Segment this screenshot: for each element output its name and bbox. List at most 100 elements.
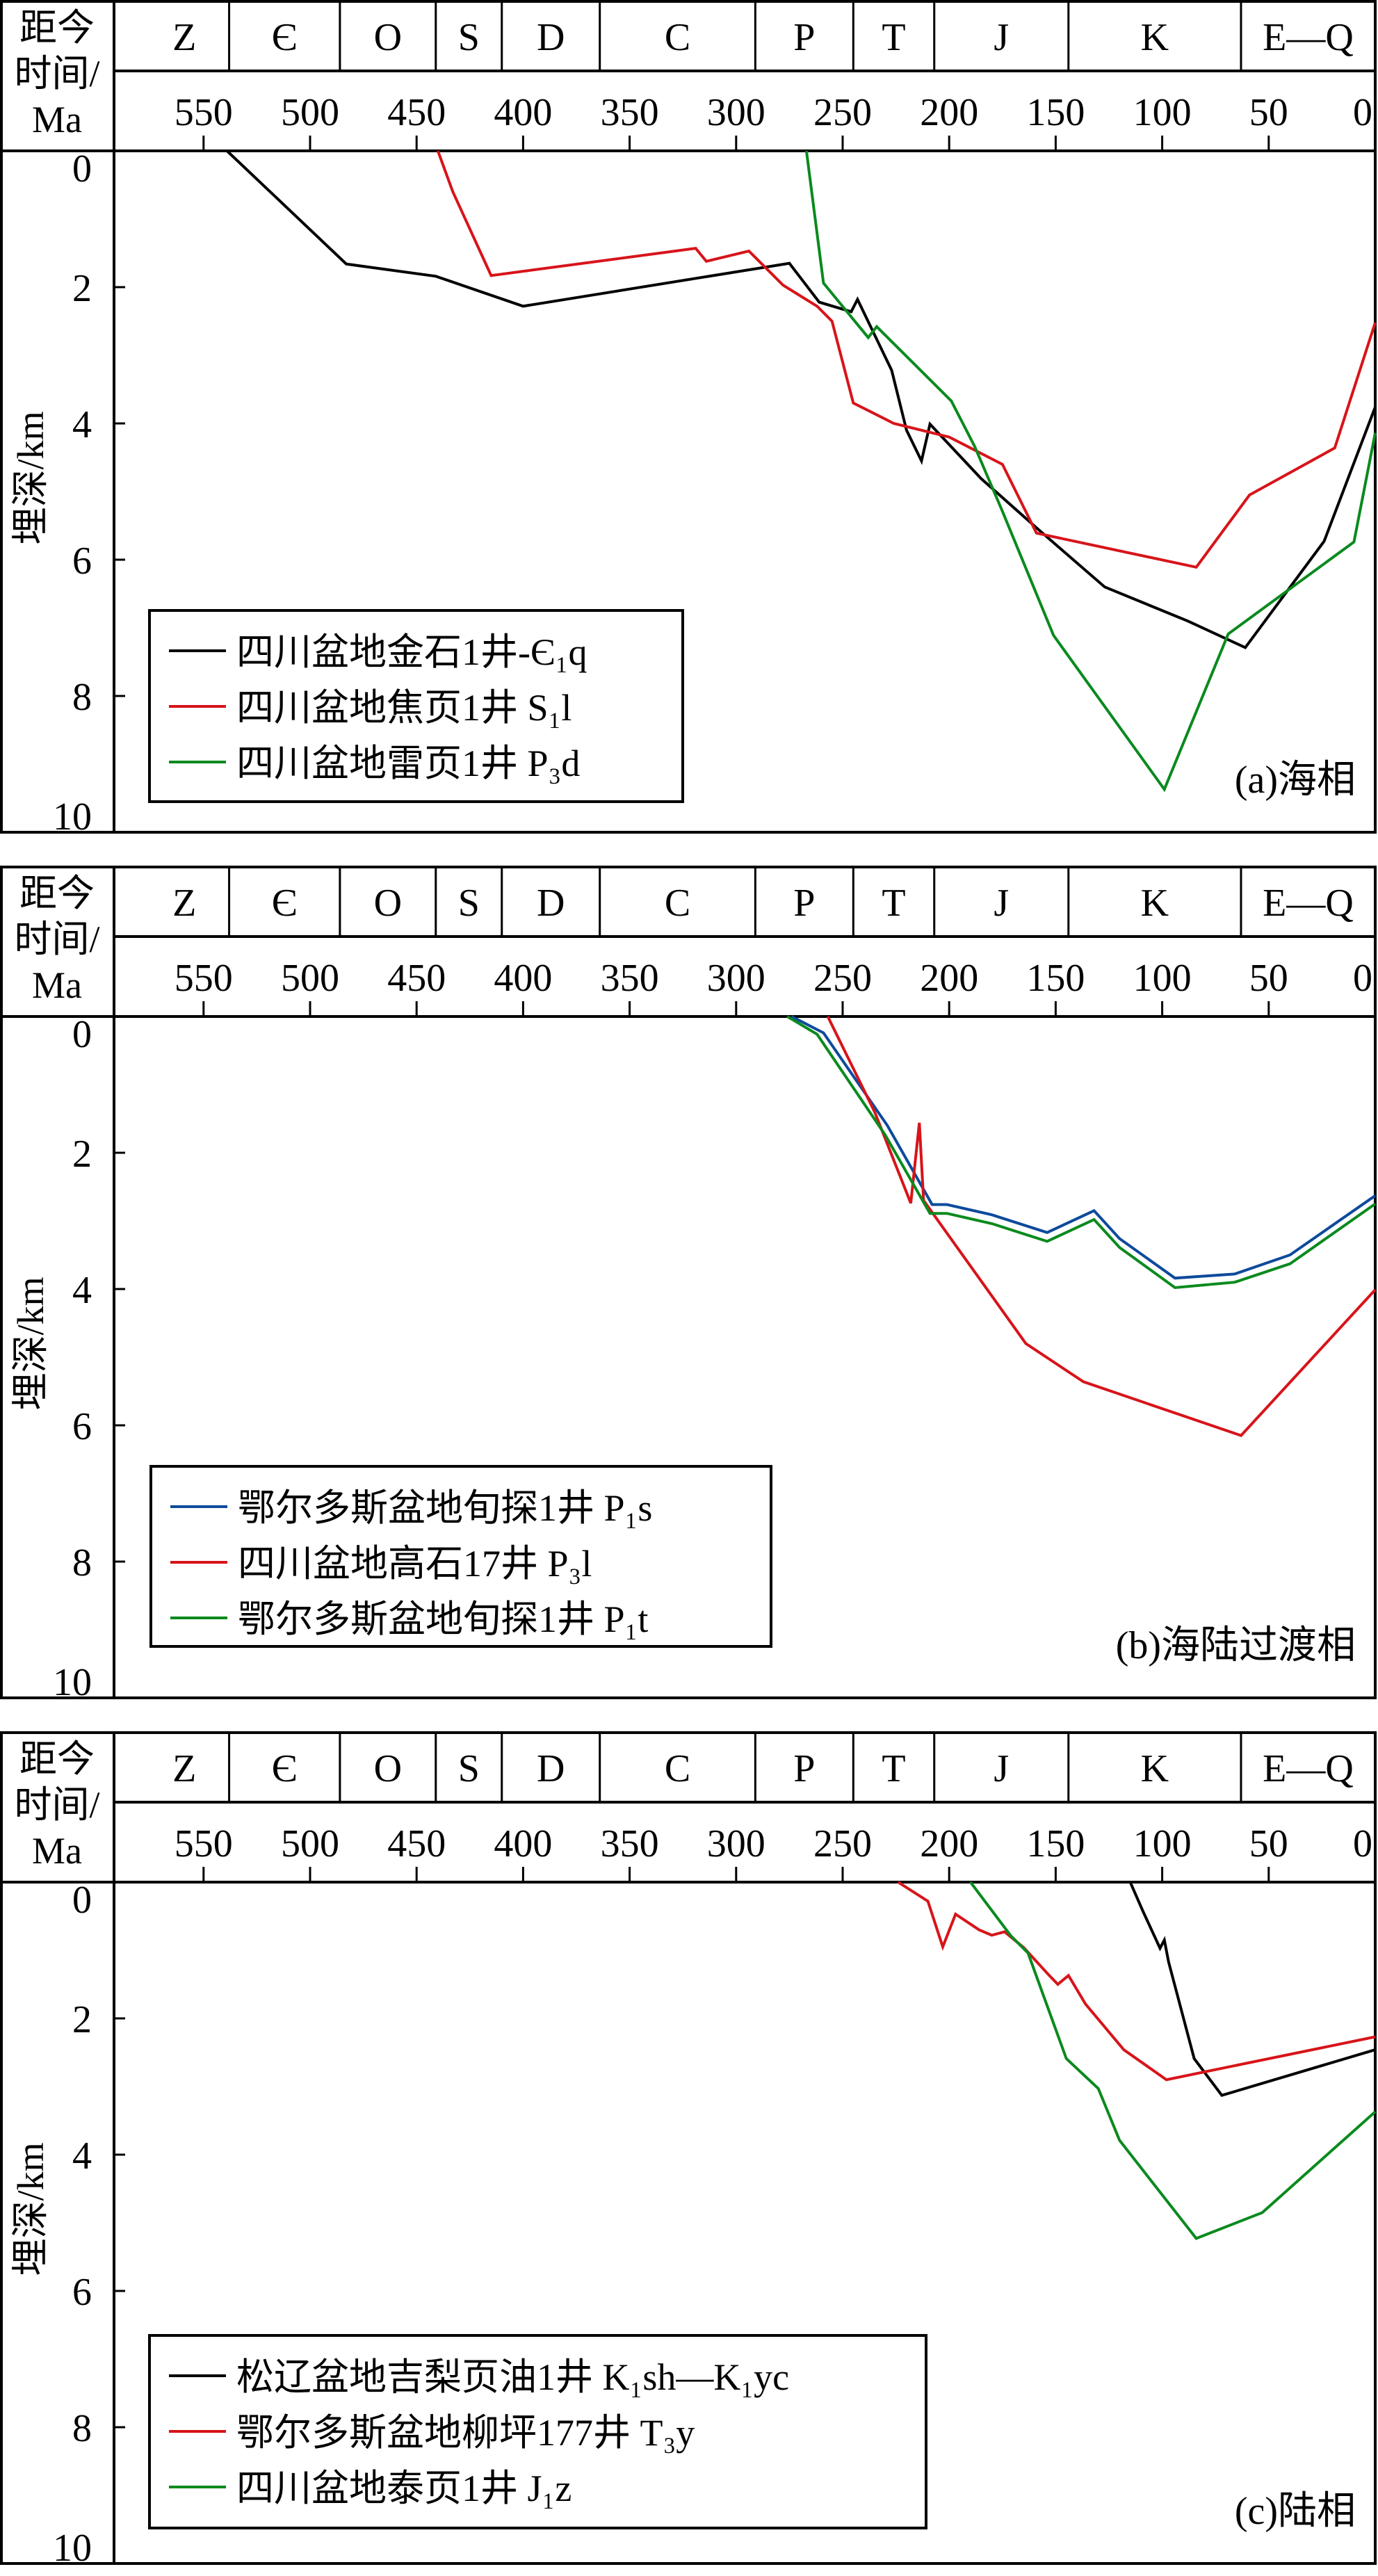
y-tick-label: 4 [72, 2134, 92, 2178]
time-axis-label: 距今 [19, 1738, 95, 1780]
panel-label: (c)陆相 [1235, 2490, 1356, 2533]
legend-label: 四川盆地泰页1井 J₁z [236, 2468, 572, 2509]
period-label: Є [272, 882, 298, 925]
y-tick-label: 6 [72, 2271, 92, 2314]
time-axis-label: Ma [32, 964, 82, 1006]
period-label: O [374, 1747, 402, 1790]
time-axis-label: 时间/ [14, 1784, 99, 1826]
series-line-3 [969, 1881, 1377, 2240]
period-label: D [537, 882, 565, 925]
period-label: E—Q [1263, 1747, 1354, 1790]
period-label: K [1141, 16, 1169, 59]
x-tick-label: 550 [175, 91, 233, 134]
period-label: E—Q [1263, 16, 1354, 59]
x-tick-label: 100 [1133, 91, 1192, 134]
x-tick-label: 50 [1249, 957, 1288, 1000]
legend: 松辽盆地吉梨页油1井 K₁sh—K₁yc 鄂尔多斯盆地柳坪177井 T₃y 四川盆地… [148, 2334, 927, 2529]
y-tick-label: 6 [72, 1405, 92, 1448]
x-tick-label: 550 [175, 957, 233, 1000]
period-label: Є [272, 16, 298, 59]
legend-box [148, 609, 684, 803]
y-tick-label: 8 [72, 2407, 92, 2450]
x-tick-label: 200 [920, 91, 978, 134]
period-label: S [458, 1747, 480, 1790]
panel-label: (b)海陆过渡相 [1116, 1624, 1356, 1667]
y-tick-label: 4 [72, 403, 92, 446]
period-label: C [665, 1747, 690, 1790]
x-tick-label: 0 [1353, 91, 1372, 134]
y-tick-label: 0 [72, 1879, 92, 1922]
panel-c-continental: 距今 时间/Ma Z Є O S D C P T J K E—Q 550 500 450 400 350 300 25… [0, 1731, 1378, 2570]
period-label: Z [172, 16, 196, 59]
x-tick-label: 450 [387, 957, 446, 1000]
x-tick-label: 150 [1026, 957, 1085, 1000]
legend-label: 四川盆地焦页1井 S₁l [236, 687, 572, 729]
period-label: C [665, 882, 690, 925]
x-tick-label: 200 [920, 957, 978, 1000]
x-tick-label: 150 [1026, 91, 1085, 134]
x-tick-label: 300 [707, 1822, 765, 1865]
time-axis-label: 距今 [19, 873, 95, 914]
x-tick-label: 500 [281, 91, 339, 134]
legend-box [148, 2334, 927, 2529]
depth-axis-label: 埋深/km [10, 1277, 51, 1410]
series-line-1 [1128, 1881, 1376, 2098]
x-tick-label: 500 [281, 957, 339, 1000]
legend: 四川盆地金石1井-Є₁q 四川盆地焦页1井 S₁l 四川盆地雷页1井 P₃d [148, 609, 684, 803]
series-line-1 [791, 1015, 1377, 1280]
depth-axis-label: 埋深/km [10, 2142, 51, 2276]
period-label: T [882, 1747, 905, 1790]
x-tick-label: 200 [920, 1822, 978, 1865]
legend-label: 鄂尔多斯盆地柳坪177井 T₃y [236, 2412, 695, 2454]
y-tick-label: 10 [53, 2527, 92, 2566]
y-tick-label: 0 [72, 1013, 92, 1056]
x-tick-label: 100 [1133, 1822, 1192, 1865]
time-axis-label: 时间/ [14, 918, 99, 960]
series-line-2 [897, 1881, 1376, 2082]
period-label: S [458, 16, 480, 59]
x-tick-label: 100 [1133, 957, 1192, 1000]
period-label: C [665, 16, 690, 59]
legend-label: 鄂尔多斯盆地旬探1井 P₁s [238, 1487, 652, 1529]
period-label: T [882, 882, 905, 925]
x-tick-label: 550 [175, 1822, 233, 1865]
period-label: E—Q [1263, 882, 1354, 925]
x-tick-label: 400 [494, 91, 552, 134]
y-tick-label: 8 [72, 1541, 92, 1585]
legend-box [149, 1465, 772, 1648]
x-tick-label: 350 [601, 957, 659, 1000]
period-label: Z [172, 882, 196, 925]
period-label: D [537, 1747, 565, 1790]
y-tick-label: 4 [72, 1269, 92, 1312]
y-tick-label: 6 [72, 540, 92, 583]
panel-a-marine: 距今 时间/Ma Z Є O S D C P T J K E—Q 550 500 450 400 350 300 25… [0, 0, 1378, 839]
x-tick-label: 300 [707, 957, 765, 1000]
chart-frame [0, 0, 1377, 834]
legend-label: 鄂尔多斯盆地旬探1井 P₁t [238, 1598, 648, 1640]
y-tick-label: 2 [72, 267, 92, 310]
period-label: O [374, 16, 402, 59]
time-axis-label: 距今 [19, 7, 95, 49]
chart-frame [0, 1731, 1377, 2565]
y-tick-label: 2 [72, 1998, 92, 2041]
series-line-3 [786, 1015, 1377, 1290]
period-label: D [537, 16, 565, 59]
x-tick-label: 150 [1026, 1822, 1085, 1865]
y-tick-label: 2 [72, 1133, 92, 1176]
period-label: J [994, 882, 1009, 925]
x-tick-label: 0 [1353, 957, 1372, 1000]
depth-axis-label: 埋深/km [10, 411, 51, 544]
x-tick-label: 450 [387, 1822, 446, 1865]
chart-frame [0, 866, 1377, 1699]
x-tick-label: 400 [494, 1822, 552, 1865]
period-label: Є [272, 1747, 298, 1790]
legend-label: 松辽盆地吉梨页油1井 K₁sh—K₁yc [236, 2356, 789, 2398]
period-label: K [1141, 882, 1169, 925]
legend-label: 四川盆地雷页1井 P₃d [236, 743, 580, 784]
legend-label: 四川盆地金石1井-Є₁q [236, 631, 587, 673]
x-tick-label: 400 [494, 957, 552, 1000]
x-tick-label: 350 [601, 1822, 659, 1865]
period-label: K [1141, 1747, 1169, 1790]
